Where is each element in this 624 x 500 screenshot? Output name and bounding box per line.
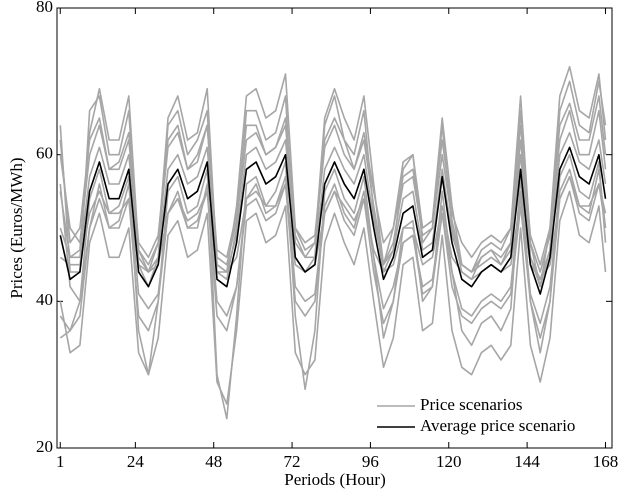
y-tick-label: 60 [36, 144, 53, 163]
x-tick-label: 1 [56, 452, 65, 471]
x-axis-label: Periods (Hour) [284, 470, 386, 489]
y-tick-label: 80 [36, 0, 53, 16]
series-line [59, 146, 607, 295]
x-tick-label: 72 [284, 452, 301, 471]
series-line [59, 65, 607, 288]
series-line [59, 131, 607, 281]
x-tick-label: 120 [436, 452, 462, 471]
plot-frame [56, 7, 613, 449]
series-line [59, 190, 607, 405]
x-tick-label: 168 [593, 452, 619, 471]
x-tick-label: 144 [514, 452, 540, 471]
legend-label: Average price scenario [420, 416, 575, 435]
plot-area [57, 8, 612, 448]
legend-label: Price scenarios [420, 395, 522, 414]
x-tick-label: 24 [127, 452, 145, 471]
x-tick-label: 96 [362, 452, 379, 471]
x-tick-label: 48 [205, 452, 222, 471]
series-line [59, 175, 607, 339]
series-line [59, 95, 607, 266]
series-line [59, 109, 607, 273]
y-tick-label: 20 [36, 437, 53, 456]
series-line [59, 153, 607, 420]
y-tick-label: 40 [36, 290, 53, 309]
y-axis-label: Prices (Euros/MWh) [7, 157, 26, 298]
